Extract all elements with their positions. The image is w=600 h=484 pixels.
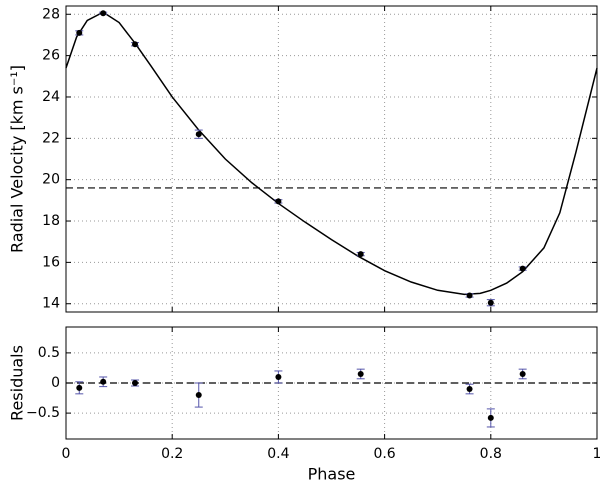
data-point — [132, 41, 139, 48]
x-tick-label: 0.6 — [373, 446, 395, 462]
x-tick-label: 1 — [593, 446, 600, 462]
x-tick-label: 0.8 — [480, 446, 502, 462]
y-axis-label: Radial Velocity [km s⁻¹] — [8, 65, 27, 253]
y-tick-label: 26 — [42, 48, 60, 64]
data-point — [132, 380, 139, 386]
y-tick-label: 0.5 — [38, 345, 60, 361]
y-tick-label: 16 — [42, 254, 60, 270]
data-point — [519, 265, 526, 272]
data-point — [100, 378, 107, 385]
y-tick-label: 20 — [42, 172, 60, 188]
data-point — [76, 29, 83, 36]
x-tick-label: 0 — [62, 446, 71, 462]
x-tick-label: 0.2 — [161, 446, 183, 462]
data-point — [466, 292, 473, 299]
y-tick-label: 28 — [42, 6, 60, 22]
x-axis-label: Phase — [308, 465, 356, 484]
data-point — [100, 10, 107, 17]
data-point — [195, 131, 202, 138]
y-tick-label: −0.5 — [26, 405, 60, 421]
y-axis-label: Residuals — [8, 345, 27, 421]
y-tick-label: 22 — [42, 130, 60, 146]
data-point — [275, 198, 282, 205]
x-tick-label: 0.4 — [267, 446, 289, 462]
data-point — [487, 299, 494, 306]
y-tick-label: 18 — [42, 213, 60, 229]
y-tick-label: 24 — [42, 89, 60, 105]
data-point — [357, 370, 364, 377]
data-point — [466, 386, 473, 393]
y-tick-label: 0 — [51, 375, 60, 391]
model-curve — [65, 11, 598, 296]
data-point — [487, 414, 494, 421]
data-point — [519, 370, 526, 377]
y-tick-label: 14 — [42, 296, 60, 312]
data-point — [195, 392, 202, 399]
data-point — [275, 373, 282, 380]
data-point — [357, 251, 364, 258]
data-point — [76, 384, 83, 391]
plot-frame — [65, 5, 598, 313]
